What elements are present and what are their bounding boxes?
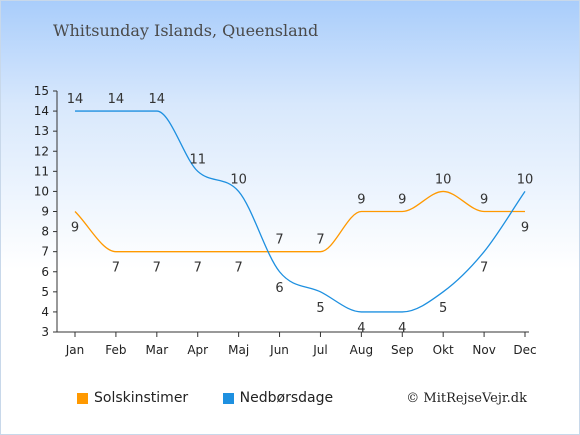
legend-label-sunshine: Solskinstimer	[94, 390, 189, 406]
y-tick-label: 5	[41, 285, 49, 299]
chart-title: Whitsunday Islands, Queensland	[53, 21, 319, 40]
data-label-sunshine: 9	[480, 193, 488, 208]
legend-item-rain-days: Nedbørsdage	[222, 390, 334, 406]
x-tick-label: Aug	[350, 343, 373, 357]
y-tick-label: 7	[41, 245, 49, 259]
y-tick-label: 8	[41, 225, 49, 239]
data-label-rain-days: 14	[67, 92, 84, 107]
data-label-sunshine: 9	[398, 193, 406, 208]
data-label-sunshine: 7	[234, 261, 242, 276]
x-tick-label: Okt	[433, 343, 454, 357]
credit-text: © MitRejseVejr.dk	[406, 391, 527, 406]
data-label-rain-days: 5	[316, 301, 324, 316]
y-tick-label: 12	[34, 144, 49, 158]
x-tick-label: Nov	[472, 343, 495, 357]
data-label-sunshine: 7	[153, 261, 161, 276]
data-label-rain-days: 14	[108, 92, 125, 107]
data-label-sunshine: 7	[194, 261, 202, 276]
data-label-rain-days: 6	[275, 281, 283, 296]
x-tick-label: Jan	[65, 343, 85, 357]
data-label-rain-days: 7	[480, 261, 488, 276]
data-label-sunshine: 7	[112, 261, 120, 276]
axes: 3 4 5 6 7 8 9 10 11 12 13 14 15 Jan Feb Mar Apr Maj Jun Jul…	[34, 84, 537, 357]
data-label-rain-days: 4	[357, 321, 365, 336]
y-tick-label: 15	[34, 84, 49, 98]
data-label-rain-days: 14	[149, 92, 166, 107]
data-label-sunshine: 9	[71, 221, 79, 236]
data-label-rain-days: 10	[230, 172, 247, 187]
legend: Solskinstimer Nedbørsdage	[77, 390, 363, 408]
data-label-sunshine: 9	[357, 193, 365, 208]
y-tick-label: 13	[34, 124, 49, 138]
x-tick-label: Mar	[145, 343, 168, 357]
y-tick-label: 6	[41, 265, 49, 279]
x-tick-label: Jul	[312, 343, 327, 357]
data-label-rain-days: 4	[398, 321, 406, 336]
x-tick-label: Dec	[513, 343, 536, 357]
data-label-rain-days: 5	[439, 301, 447, 316]
data-label-rain-days: 10	[517, 172, 534, 187]
data-label-rain-days: 11	[189, 152, 206, 167]
series-lines	[74, 110, 526, 313]
x-tick-label: Jun	[269, 343, 289, 357]
y-tick-label: 3	[41, 325, 49, 339]
legend-swatch-sunshine	[77, 392, 88, 404]
x-tick-label: Apr	[187, 343, 208, 357]
y-tick-label: 9	[41, 205, 49, 219]
data-label-sunshine: 7	[316, 233, 324, 248]
x-tick-label: Feb	[105, 343, 126, 357]
y-tick-label: 4	[41, 305, 49, 319]
legend-swatch-rain-days	[222, 392, 234, 404]
series-line-rain-days	[75, 110, 526, 313]
x-tick-label: Maj	[228, 343, 249, 357]
data-label-sunshine: 9	[521, 221, 529, 236]
data-labels: 9 7 7 7 7 7 7 9 9 10 9 9 14 14 14 11 10 6 5 4 4 5 7 10	[67, 92, 534, 336]
y-tick-label: 14	[34, 104, 49, 118]
data-label-sunshine: 10	[435, 172, 452, 187]
data-label-sunshine: 7	[275, 233, 283, 248]
y-tick-label: 11	[34, 164, 49, 178]
y-tick-label: 10	[34, 184, 49, 198]
x-tick-label: Sep	[391, 343, 414, 357]
series-line-sunshine	[74, 190, 525, 253]
legend-item-sunshine: Solskinstimer	[77, 390, 188, 406]
legend-label-rain-days: Nedbørsdage	[239, 390, 334, 406]
